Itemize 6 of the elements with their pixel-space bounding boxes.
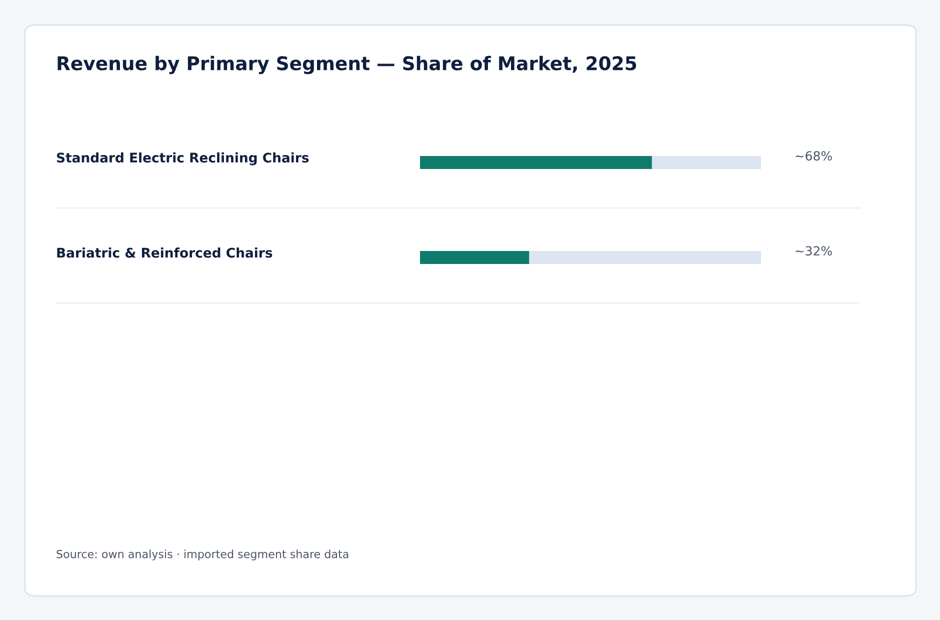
data-label: ~32% bbox=[796, 246, 832, 256]
chart-title: Revenue by Primary Segment — Share of Market, 2025 bbox=[58, 56, 636, 74]
source-note: Source: own analysis · imported segment share data bbox=[56, 550, 348, 560]
data-label: ~68% bbox=[796, 151, 832, 161]
y-tick-label: Bariatric & Reinforced Chairs bbox=[57, 248, 272, 258]
y-tick-label: Standard Electric Reclining Chairs bbox=[56, 152, 309, 166]
